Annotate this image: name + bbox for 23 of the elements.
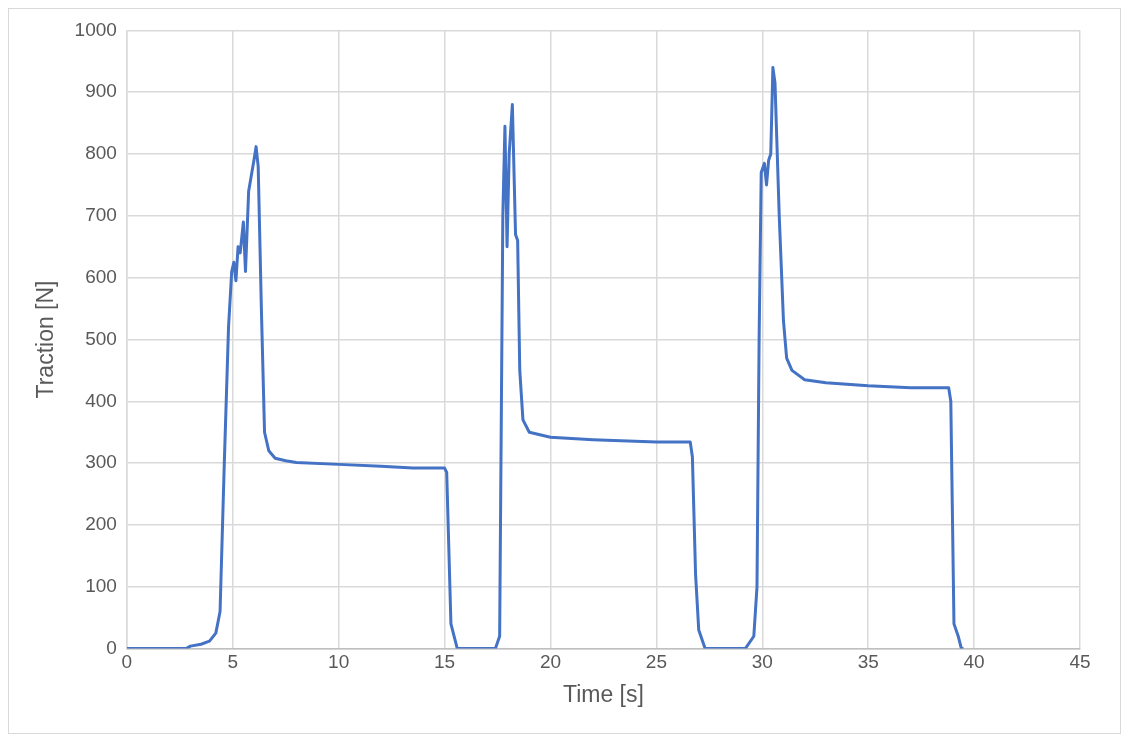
y-axis-title: Traction [N] [32, 280, 59, 399]
x-tick-label: 25 [645, 651, 667, 673]
x-axis-title: Time [s] [562, 680, 644, 707]
x-tick-label: 10 [328, 651, 350, 673]
x-tick-label: 20 [539, 651, 562, 673]
y-tick-label: 900 [85, 80, 117, 102]
x-tick-label: 15 [434, 651, 456, 673]
x-tick-label: 40 [963, 651, 985, 673]
x-tick-label: 45 [1069, 651, 1091, 673]
y-tick-label: 500 [85, 327, 117, 349]
y-tick-label: 600 [85, 265, 117, 287]
y-tick-label: 0 [106, 636, 117, 658]
x-tick-label: 30 [751, 651, 773, 673]
y-tick-label: 800 [85, 142, 117, 164]
y-tick-label: 100 [85, 575, 117, 597]
y-tick-label: 400 [85, 389, 117, 411]
y-tick-label: 200 [85, 513, 117, 535]
y-tick-label: 300 [85, 451, 117, 473]
y-tick-label: 1000 [74, 18, 117, 40]
x-tick-label: 5 [227, 651, 239, 673]
x-tick-label: 0 [121, 651, 133, 673]
y-tick-label: 700 [85, 204, 117, 226]
x-tick-label: 35 [857, 651, 879, 673]
